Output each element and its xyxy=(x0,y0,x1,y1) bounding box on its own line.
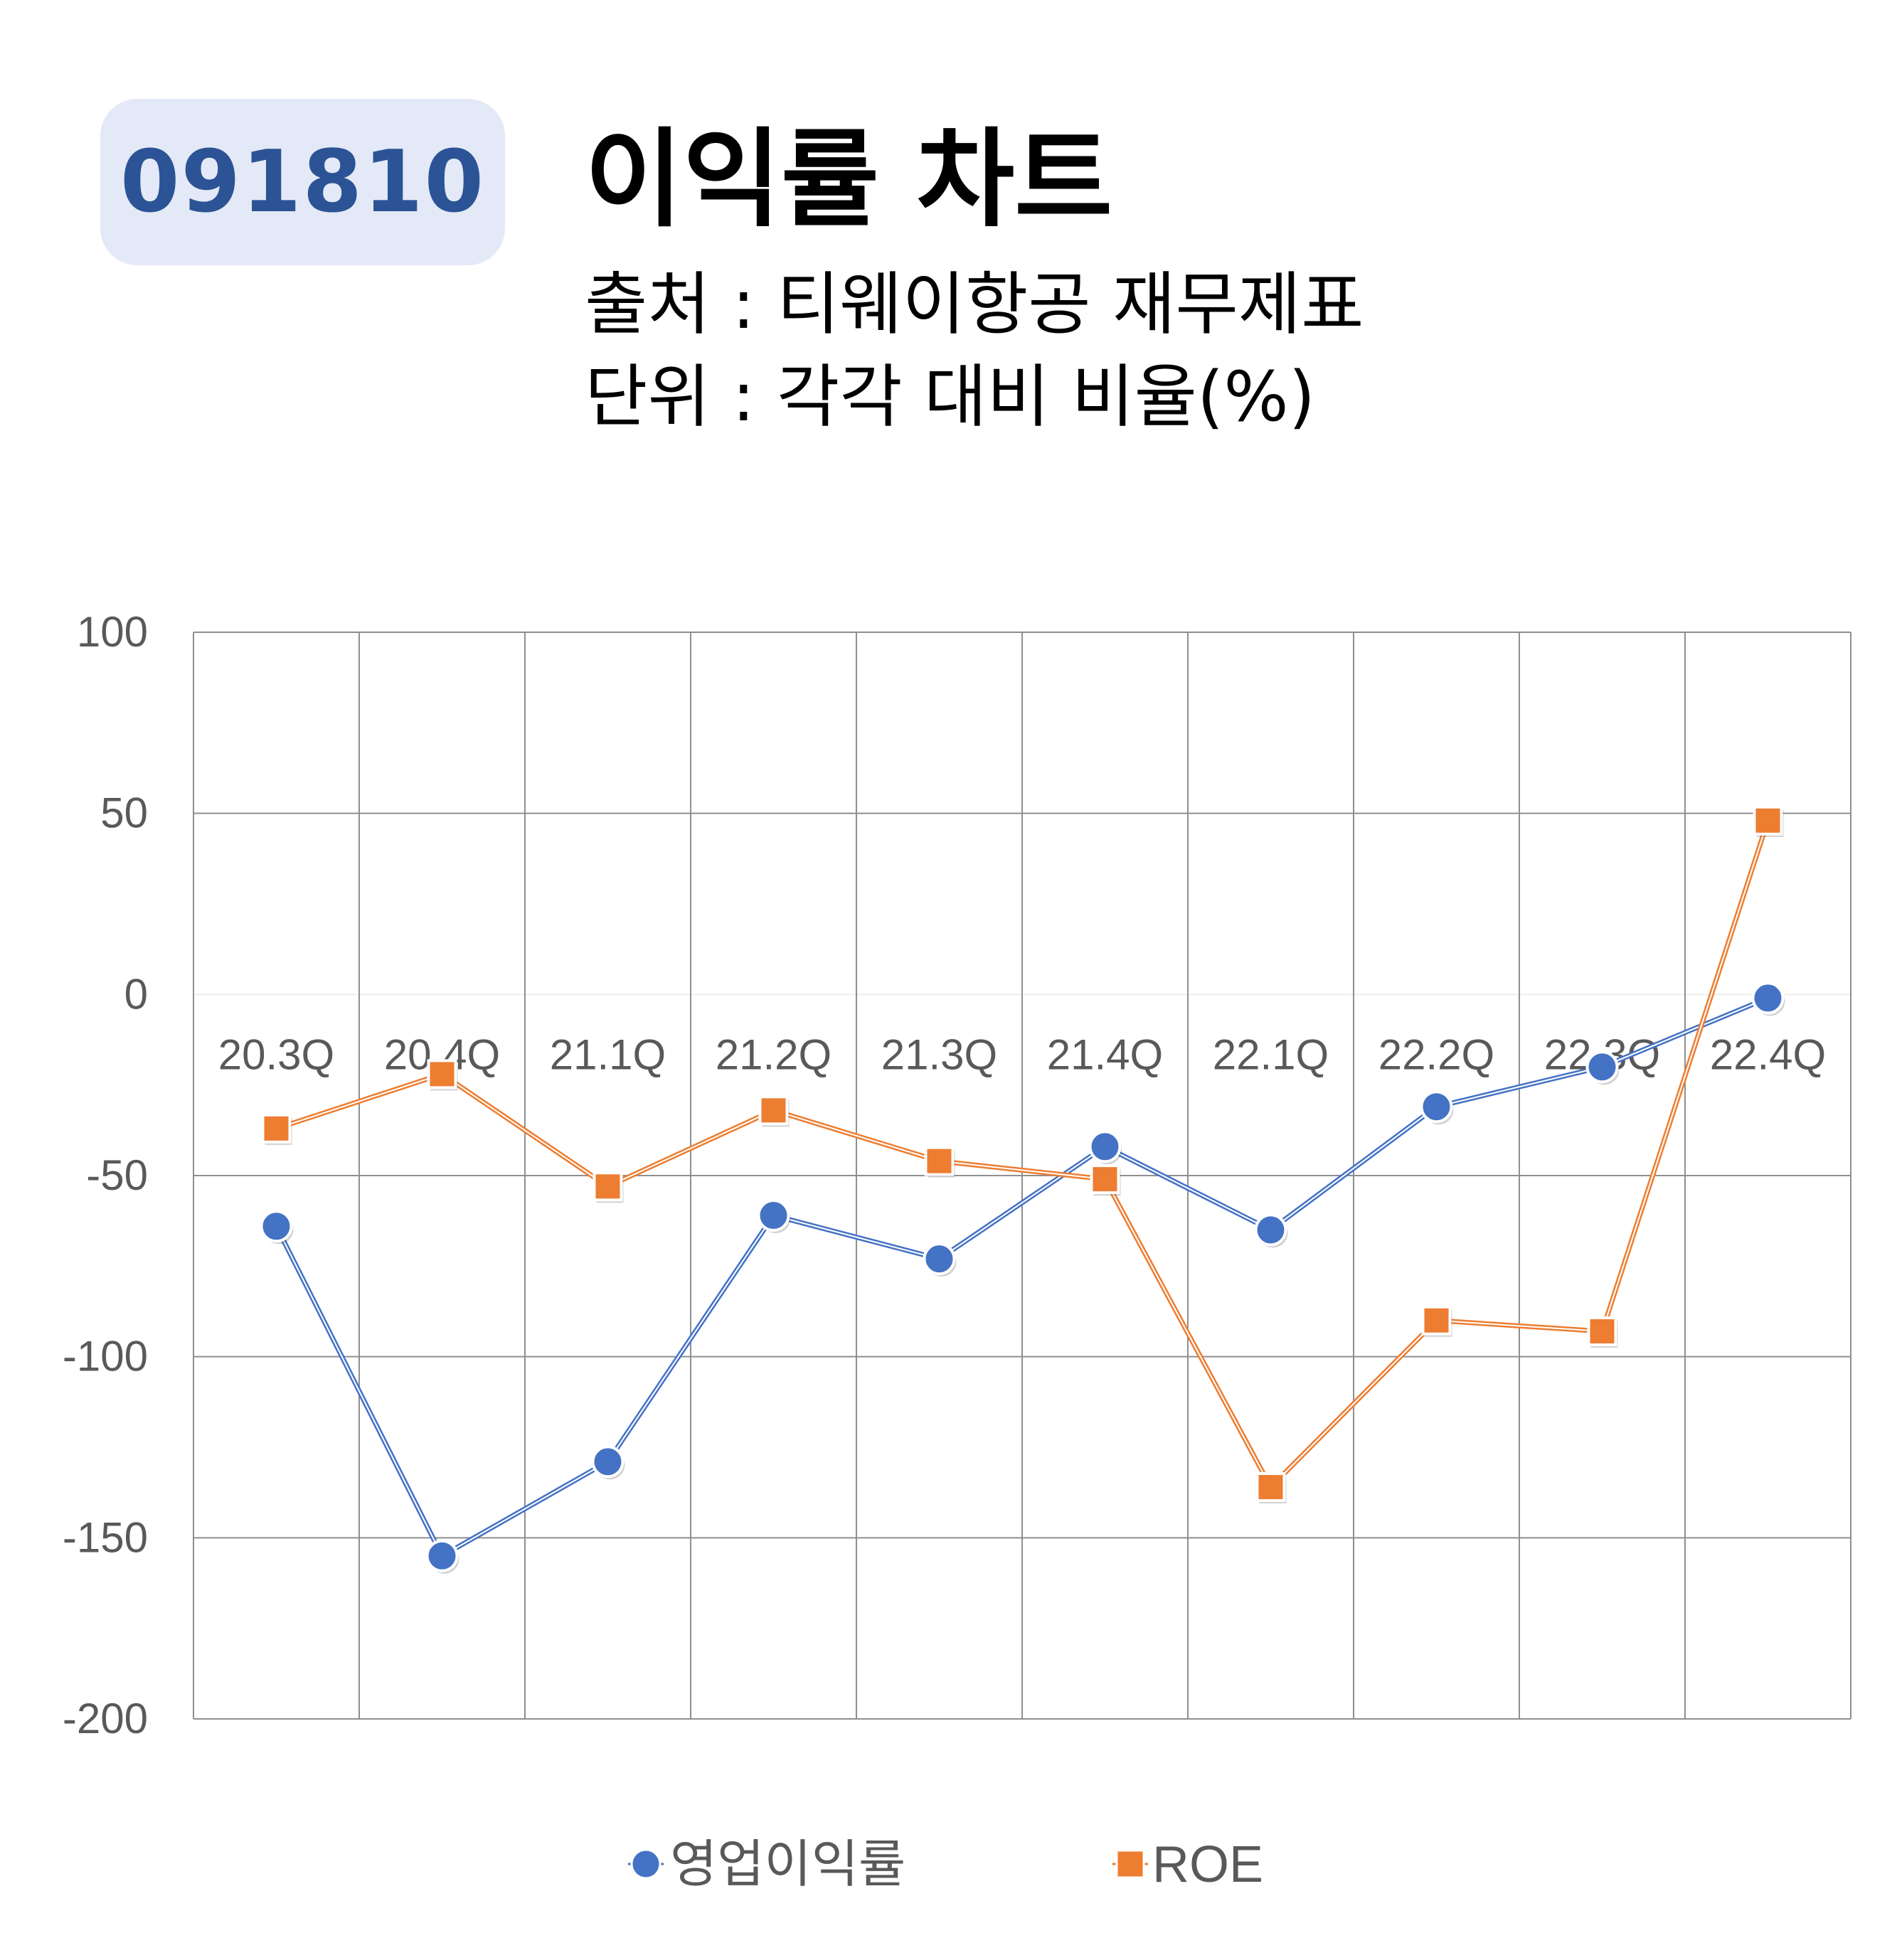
legend-item-roe: ROE xyxy=(1112,1836,1263,1893)
x-tick-label: 21.4Q xyxy=(1047,1030,1163,1078)
data-point xyxy=(1421,1305,1452,1336)
data-point xyxy=(1255,1472,1286,1503)
series-operating-margin xyxy=(260,981,1785,1574)
data-point xyxy=(261,1113,292,1144)
grid xyxy=(193,632,1851,1720)
data-point xyxy=(427,1059,457,1090)
series-layer xyxy=(260,805,1785,1574)
chart-title: 이익률 차트 xyxy=(585,118,1113,242)
y-axis: 100 50 0 -50 -100 -150 -200 xyxy=(63,608,148,1742)
y-tick-label: -100 xyxy=(63,1333,148,1380)
data-point xyxy=(1420,1090,1453,1124)
series-line-highlight xyxy=(275,997,1768,1557)
y-tick-label: 50 xyxy=(100,789,148,837)
stock-code-badge: 091810 xyxy=(100,99,505,265)
x-tick-label: 21.3Q xyxy=(881,1030,997,1078)
data-point xyxy=(260,1210,293,1243)
data-point xyxy=(757,1199,790,1232)
data-point xyxy=(923,1242,956,1276)
data-point xyxy=(593,1171,623,1202)
legend-item-operating-margin: 영업이익률 xyxy=(628,1834,905,1894)
y-tick-label: -150 xyxy=(63,1513,148,1561)
data-point xyxy=(924,1146,955,1176)
legend-label: 영업이익률 xyxy=(670,1834,905,1894)
data-point xyxy=(591,1445,625,1479)
data-point xyxy=(1753,805,1783,836)
x-tick-label: 20.3Q xyxy=(218,1030,334,1078)
x-tick-label: 21.2Q xyxy=(716,1030,831,1078)
data-point xyxy=(425,1539,459,1572)
legend-label: ROE xyxy=(1152,1836,1263,1893)
data-point xyxy=(1090,1164,1120,1195)
y-tick-label: -50 xyxy=(86,1151,148,1199)
y-tick-label: 0 xyxy=(124,970,148,1018)
legend-marker xyxy=(1115,1849,1145,1879)
x-tick-label: 21.1Q xyxy=(550,1030,666,1078)
unit-line: 단위 : 각각 대비 비율(%) xyxy=(585,357,1316,437)
series-line-highlight xyxy=(276,820,1769,1488)
legend: 영업이익률 ROE xyxy=(628,1834,1263,1894)
x-tick-label: 22.1Q xyxy=(1213,1030,1329,1078)
legend-marker xyxy=(630,1848,661,1880)
data-point xyxy=(1254,1213,1287,1247)
data-point xyxy=(758,1095,789,1126)
y-tick-label: -200 xyxy=(63,1695,148,1742)
x-tick-label: 22.4Q xyxy=(1710,1030,1826,1078)
x-tick-label: 22.2Q xyxy=(1378,1030,1494,1078)
y-tick-label: 100 xyxy=(77,608,148,656)
data-point xyxy=(1587,1316,1617,1347)
data-point xyxy=(1585,1050,1619,1084)
stock-code: 091810 xyxy=(120,132,485,232)
data-point xyxy=(1751,981,1785,1015)
data-point xyxy=(1088,1130,1122,1163)
source-line: 출처 : 티웨이항공 재무제표 xyxy=(585,265,1364,344)
series-roe xyxy=(261,805,1784,1504)
